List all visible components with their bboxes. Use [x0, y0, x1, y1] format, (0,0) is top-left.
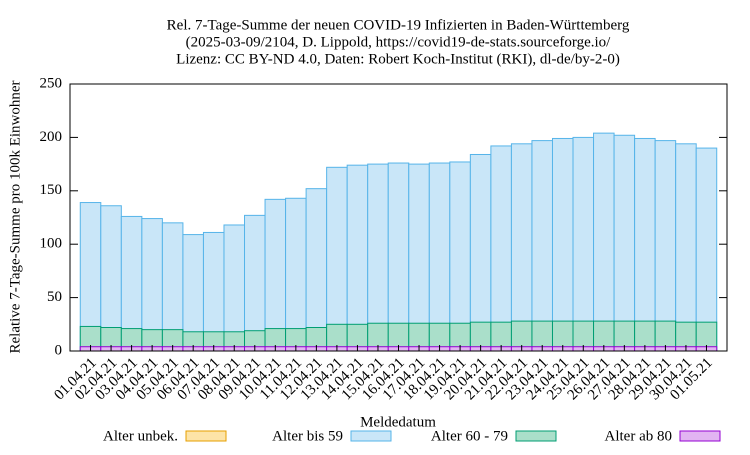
bar — [449, 161, 471, 352]
chart-title: (2025-03-09/2104, D. Lippold, https://co… — [186, 34, 611, 50]
bar — [551, 137, 574, 352]
bar — [469, 153, 492, 352]
x-axis-label: Meldedatum — [360, 414, 436, 430]
y-tick-label: 50 — [47, 289, 62, 305]
bar — [593, 132, 615, 352]
plot-frame — [69, 83, 728, 352]
bar — [634, 137, 656, 352]
y-axis-label: Relative 7-Tage-Summe pro 100k Einwohner — [7, 80, 23, 353]
legend-label: Alter bis 59 — [272, 428, 343, 444]
legend-label: Alter ab 80 — [605, 428, 672, 444]
legend-label: Alter unbek. — [103, 428, 178, 444]
legend-swatch — [185, 430, 227, 442]
y-tick-label: 250 — [40, 75, 63, 91]
chart-title: Rel. 7-Tage-Summe der neuen COVID-19 Inf… — [167, 17, 630, 33]
y-tick-label: 0 — [55, 342, 63, 358]
legend-swatch — [515, 430, 557, 442]
bar — [305, 188, 328, 352]
bar — [326, 166, 348, 352]
bar — [654, 140, 677, 352]
bar — [572, 136, 595, 352]
bar — [346, 164, 369, 352]
y-tick-label: 150 — [40, 182, 63, 198]
bar — [490, 145, 512, 352]
bar — [531, 140, 553, 352]
bar — [695, 147, 718, 352]
bar — [675, 143, 697, 352]
legend-label: Alter 60 - 79 — [431, 428, 508, 444]
bar — [510, 143, 533, 352]
legend-swatch — [679, 430, 721, 442]
legend-swatch — [350, 430, 392, 442]
chart-title: Lizenz: CC BY-ND 4.0, Daten: Robert Koch… — [176, 51, 620, 67]
y-tick-label: 100 — [40, 236, 63, 252]
y-tick-label: 200 — [40, 129, 63, 145]
bar — [613, 134, 636, 352]
